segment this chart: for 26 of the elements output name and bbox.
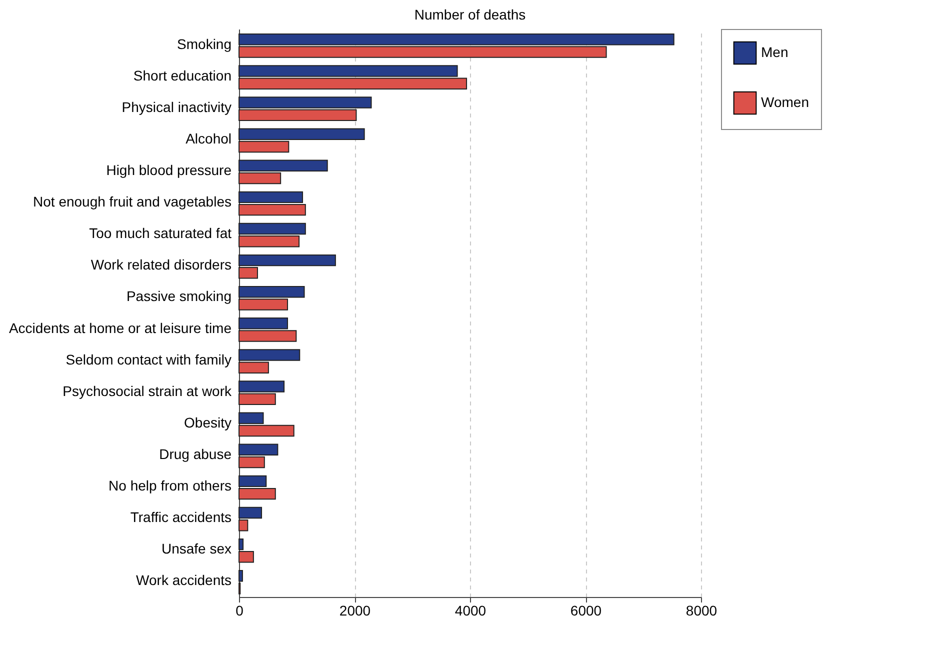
y-tick-label: Short education (133, 67, 232, 84)
y-tick-label: No help from others (108, 478, 232, 494)
y-tick-label: Drug abuse (159, 446, 232, 462)
y-tick-label: Work related disorders (90, 256, 232, 273)
y-tick-label: Traffic accidents (130, 509, 232, 526)
y-tick-label: Smoking (177, 36, 232, 52)
x-tick-label: 6000 (570, 602, 602, 618)
x-tick-label: 4000 (454, 602, 486, 618)
y-tick-label: Passive smoking (126, 288, 232, 304)
y-tick-label: Work accidents (136, 572, 232, 588)
x-tick-label: 8000 (686, 602, 718, 618)
y-tick-label: Obesity (184, 414, 232, 430)
legend-label: Men (761, 44, 788, 60)
x-tick-label: 0 (236, 602, 244, 618)
y-tick-label: Seldom contact with family (66, 351, 232, 368)
y-tick-label: Accidents at home or at leisure time (8, 320, 232, 336)
y-tick-label: Unsafe sex (161, 540, 232, 557)
y-tick-label: Psychosocial strain at work (62, 382, 232, 399)
chart-title: Number of deaths (414, 6, 526, 22)
legend-label: Women (761, 94, 809, 110)
y-tick-label: Too much saturated fat (89, 225, 232, 242)
y-tick-label: Alcohol (186, 130, 232, 146)
y-tick-label: Physical inactivity (122, 98, 232, 115)
y-tick-label: Not enough fruit and vagetables (33, 194, 232, 210)
x-tick-label: 2000 (339, 602, 371, 618)
y-tick-label: High blood pressure (106, 162, 232, 178)
